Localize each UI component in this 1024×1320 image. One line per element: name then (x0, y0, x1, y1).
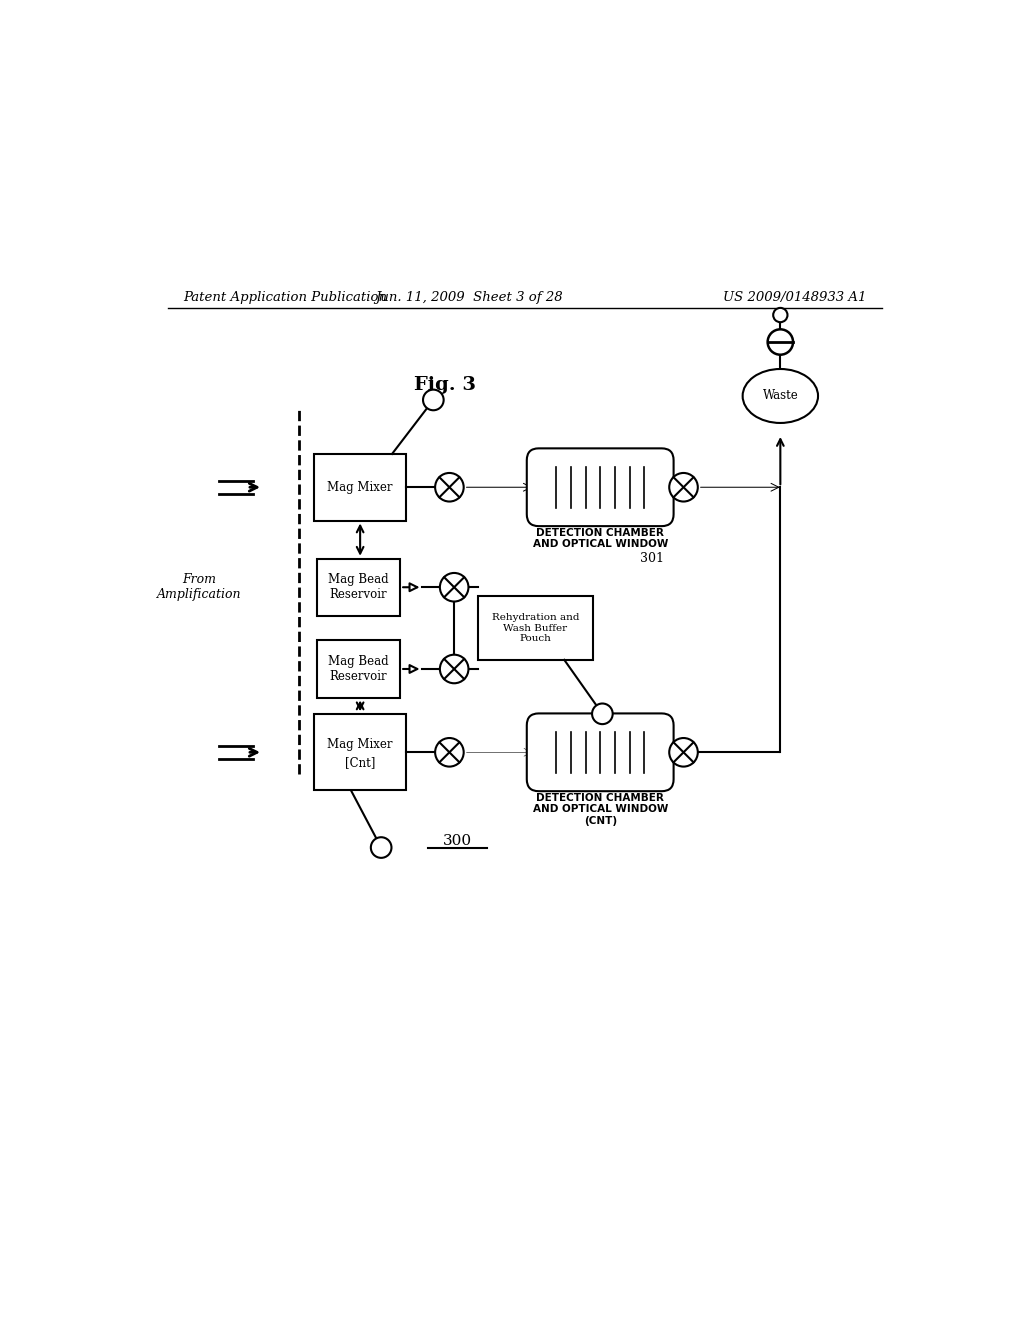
FancyBboxPatch shape (316, 558, 400, 616)
Text: Mag Mixer: Mag Mixer (328, 738, 393, 751)
Circle shape (371, 837, 391, 858)
Circle shape (773, 308, 787, 322)
Circle shape (435, 738, 464, 767)
Text: AND OPTICAL WINDOW: AND OPTICAL WINDOW (532, 804, 668, 814)
Text: From
Amplification: From Amplification (157, 573, 242, 601)
Text: Mag Bead
Reservoir: Mag Bead Reservoir (329, 655, 389, 682)
Text: Fig. 3: Fig. 3 (415, 376, 476, 393)
Text: Rehydration and
Wash Buffer
Pouch: Rehydration and Wash Buffer Pouch (492, 614, 580, 643)
FancyBboxPatch shape (478, 597, 593, 660)
FancyBboxPatch shape (526, 449, 674, 527)
Text: AND OPTICAL WINDOW: AND OPTICAL WINDOW (532, 540, 668, 549)
Text: DETECTION CHAMBER: DETECTION CHAMBER (537, 793, 665, 804)
Text: Waste: Waste (763, 389, 799, 403)
FancyBboxPatch shape (316, 640, 400, 697)
Text: US 2009/0148933 A1: US 2009/0148933 A1 (723, 292, 866, 304)
Ellipse shape (742, 370, 818, 422)
Text: [Cnt]: [Cnt] (345, 756, 376, 770)
Text: DETECTION CHAMBER: DETECTION CHAMBER (537, 528, 665, 539)
FancyBboxPatch shape (526, 713, 674, 791)
Circle shape (435, 473, 464, 502)
Text: 300: 300 (442, 834, 472, 849)
Circle shape (670, 473, 697, 502)
Circle shape (423, 389, 443, 411)
FancyBboxPatch shape (314, 714, 406, 791)
Text: 301: 301 (640, 552, 664, 565)
Circle shape (670, 738, 697, 767)
Circle shape (768, 329, 793, 355)
FancyBboxPatch shape (314, 454, 406, 520)
Circle shape (592, 704, 612, 725)
Text: Patent Application Publication: Patent Application Publication (183, 292, 387, 304)
Circle shape (440, 655, 468, 684)
Text: Jun. 11, 2009  Sheet 3 of 28: Jun. 11, 2009 Sheet 3 of 28 (376, 292, 563, 304)
Text: (CNT): (CNT) (584, 816, 616, 825)
Text: Mag Mixer: Mag Mixer (328, 480, 393, 494)
Circle shape (440, 573, 468, 602)
Text: Mag Bead
Reservoir: Mag Bead Reservoir (329, 573, 389, 601)
